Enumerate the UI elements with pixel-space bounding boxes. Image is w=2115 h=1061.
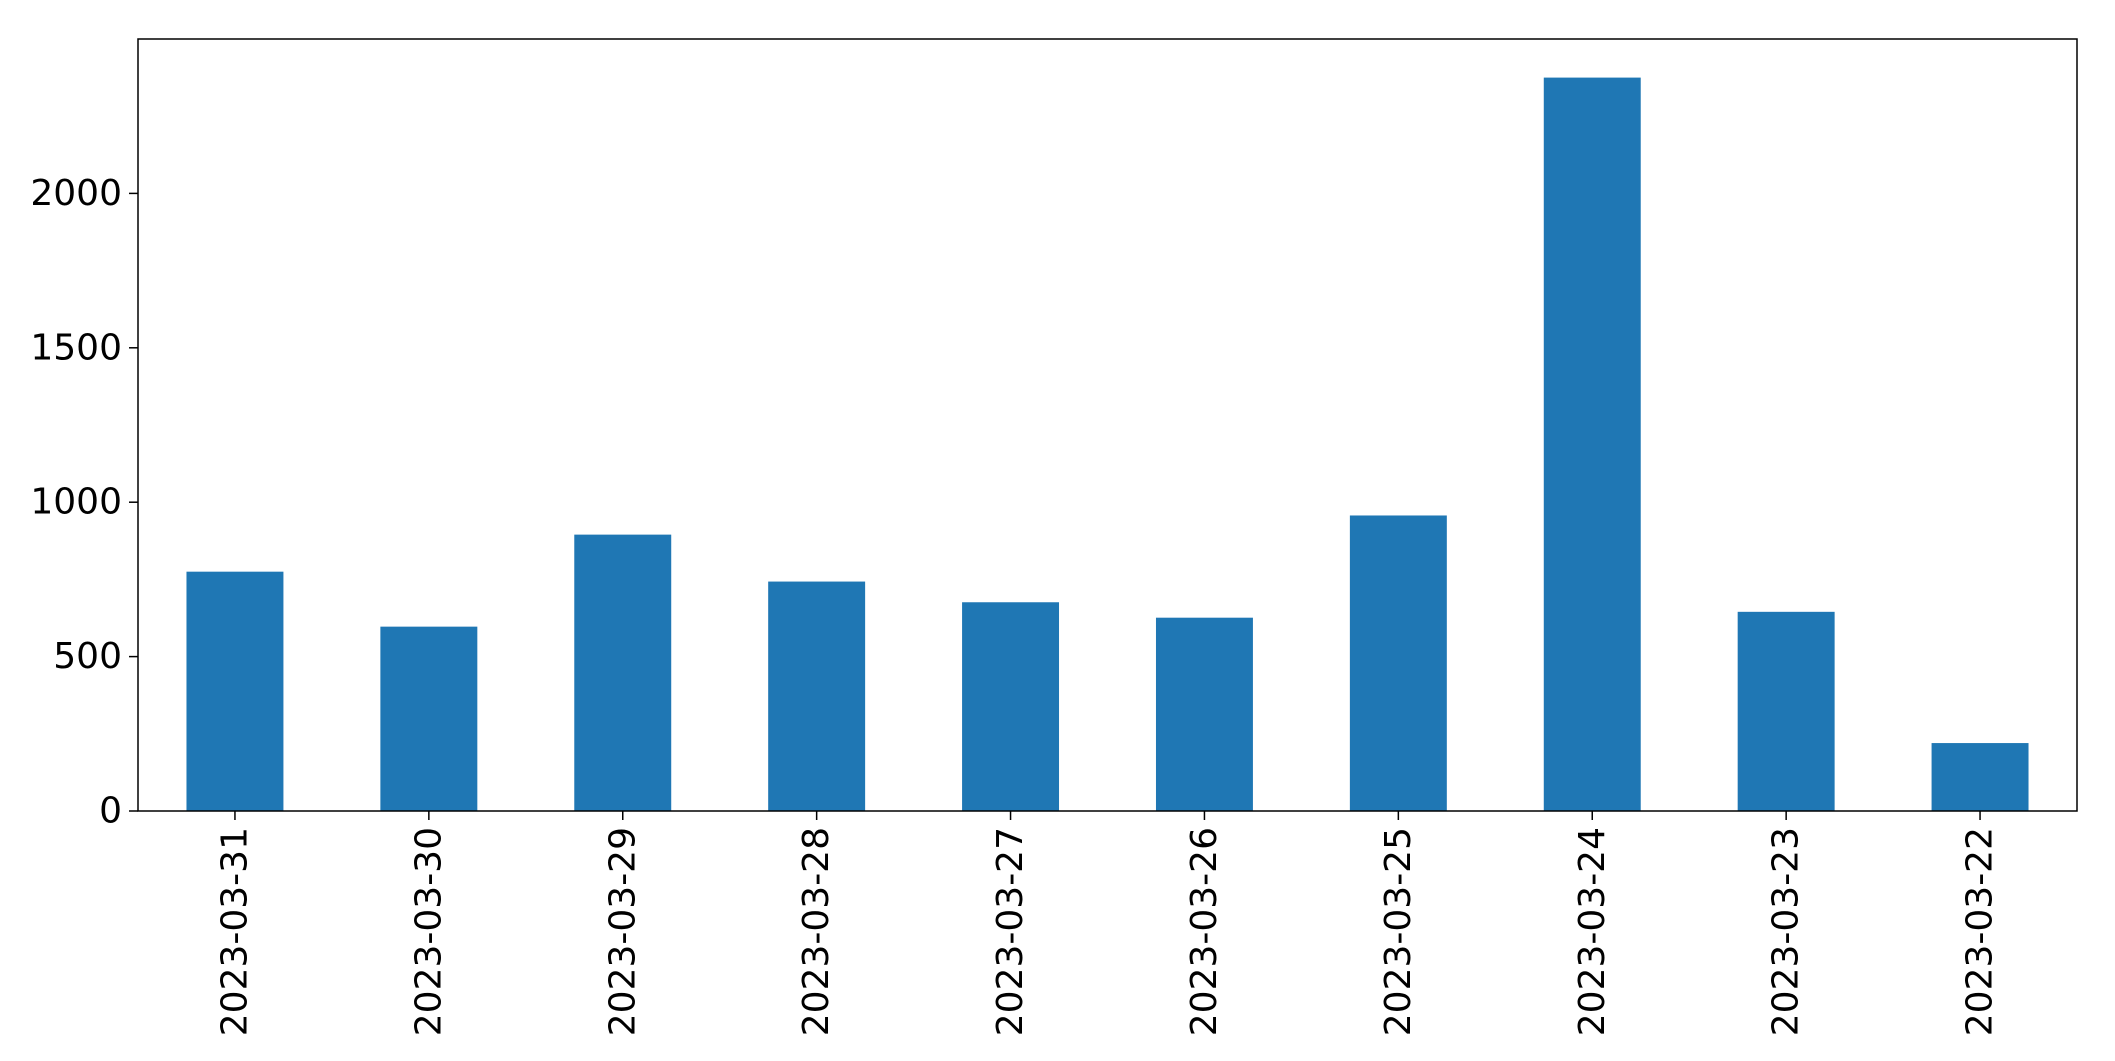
bar-2023-03-31 (186, 571, 284, 811)
x-axis: 2023-03-31 2023-03-30 2023-03-29 2023-03-28… (214, 811, 2001, 1036)
y-tick-label: 1000 (30, 482, 122, 523)
y-axis: 0 500 1000 1500 2000 (30, 173, 138, 832)
x-tick-label: 2023-03-28 (796, 827, 837, 1036)
x-tick-label: 2023-03-25 (1378, 827, 1419, 1036)
y-tick-label: 1500 (30, 327, 122, 368)
bar-2023-03-28 (768, 581, 866, 811)
x-tick-label: 2023-03-24 (1572, 827, 1613, 1036)
bar-2023-03-23 (1737, 611, 1835, 811)
y-tick-label: 0 (99, 791, 122, 832)
bar-2023-03-30 (380, 626, 478, 811)
bar-series (186, 77, 2029, 812)
x-tick-label: 2023-03-27 (990, 827, 1031, 1036)
x-tick-label: 2023-03-29 (602, 827, 643, 1036)
x-tick-label: 2023-03-26 (1184, 827, 1225, 1036)
bar-2023-03-27 (962, 602, 1060, 811)
y-tick-label: 2000 (30, 173, 122, 214)
bar-2023-03-25 (1349, 515, 1447, 811)
bar-2023-03-24 (1543, 77, 1641, 812)
x-tick-label: 2023-03-23 (1766, 827, 1807, 1036)
y-tick-label: 500 (53, 636, 122, 677)
x-tick-label: 2023-03-30 (408, 827, 449, 1036)
bar-2023-03-26 (1155, 617, 1253, 811)
bar-2023-03-22 (1931, 743, 2029, 811)
bar-2023-03-29 (574, 534, 672, 811)
x-tick-label: 2023-03-31 (214, 827, 255, 1036)
x-tick-label: 2023-03-22 (1960, 827, 2001, 1036)
plot-area-frame (137, 38, 2078, 812)
